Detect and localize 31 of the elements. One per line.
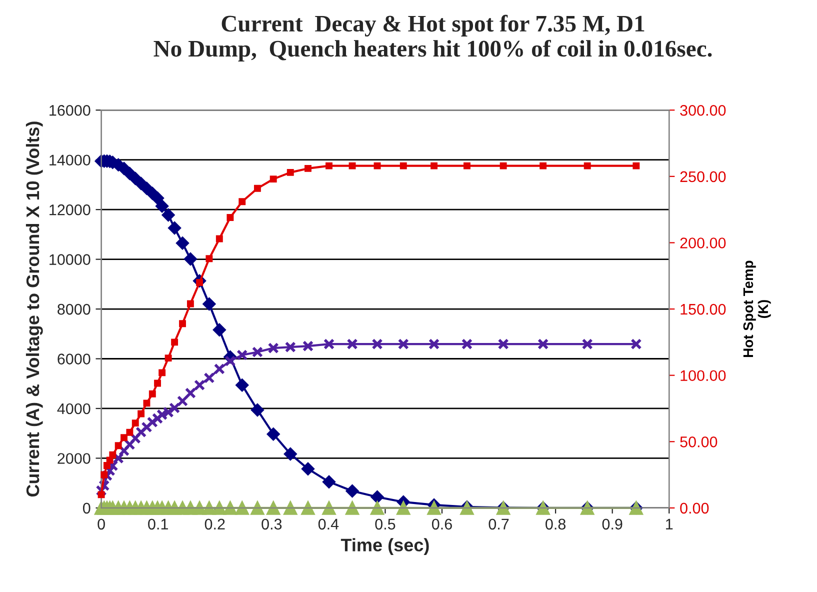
y-tick-label: 2000	[58, 453, 90, 464]
x-axis-title: Time (sec)	[340, 538, 429, 555]
y2-tick-label: 300.00	[680, 104, 726, 116]
y-tick-label: 0	[82, 502, 90, 514]
y-tick-label: 16000	[50, 104, 90, 116]
y-tick-label: 14000	[50, 154, 90, 166]
y-tick-label: 8000	[58, 304, 90, 315]
y2-tick-label: 50.00	[680, 436, 718, 448]
x-tick-label: 0.5	[375, 518, 396, 530]
y2-tick-label: 200.00	[680, 238, 726, 248]
y2-tick-label: 250.00	[680, 171, 726, 182]
y2-tick-label: 0.00	[680, 502, 709, 514]
x-tick-label: 0	[98, 518, 105, 530]
x-tick-label: 0.7	[488, 518, 509, 530]
x-tick-label: 1	[666, 518, 673, 530]
y-tick-label: 4000	[57, 403, 90, 414]
x-tick-label: 0.2	[204, 518, 225, 530]
chart-title: Current Decay & Hot spot for 7.35 M, D1 No Dump, Quench heaters hit 100% of coil in 0.016sec.	[154, 14, 712, 62]
x-tick-label: 0.4	[318, 518, 339, 530]
y-axis-title: Current (A) & Voltage to Ground X 10 (Volts)	[26, 122, 43, 497]
x-tick-label: 0.6	[432, 518, 452, 530]
y2-axis-title: Hot Spot Temp (K)	[743, 260, 771, 357]
y-tick-label: 10000	[50, 254, 90, 265]
x-tick-label: 0.1	[148, 518, 168, 530]
x-tick-label: 0.9	[602, 518, 622, 530]
x-tick-label: 0.3	[262, 518, 282, 530]
x-tick-label: 0.8	[546, 518, 566, 530]
y-tick-label: 6000	[58, 354, 90, 364]
y-tick-label: 12000	[50, 204, 90, 216]
y2-tick-label: 100.00	[680, 370, 726, 382]
y2-tick-label: 150.00	[680, 304, 726, 315]
